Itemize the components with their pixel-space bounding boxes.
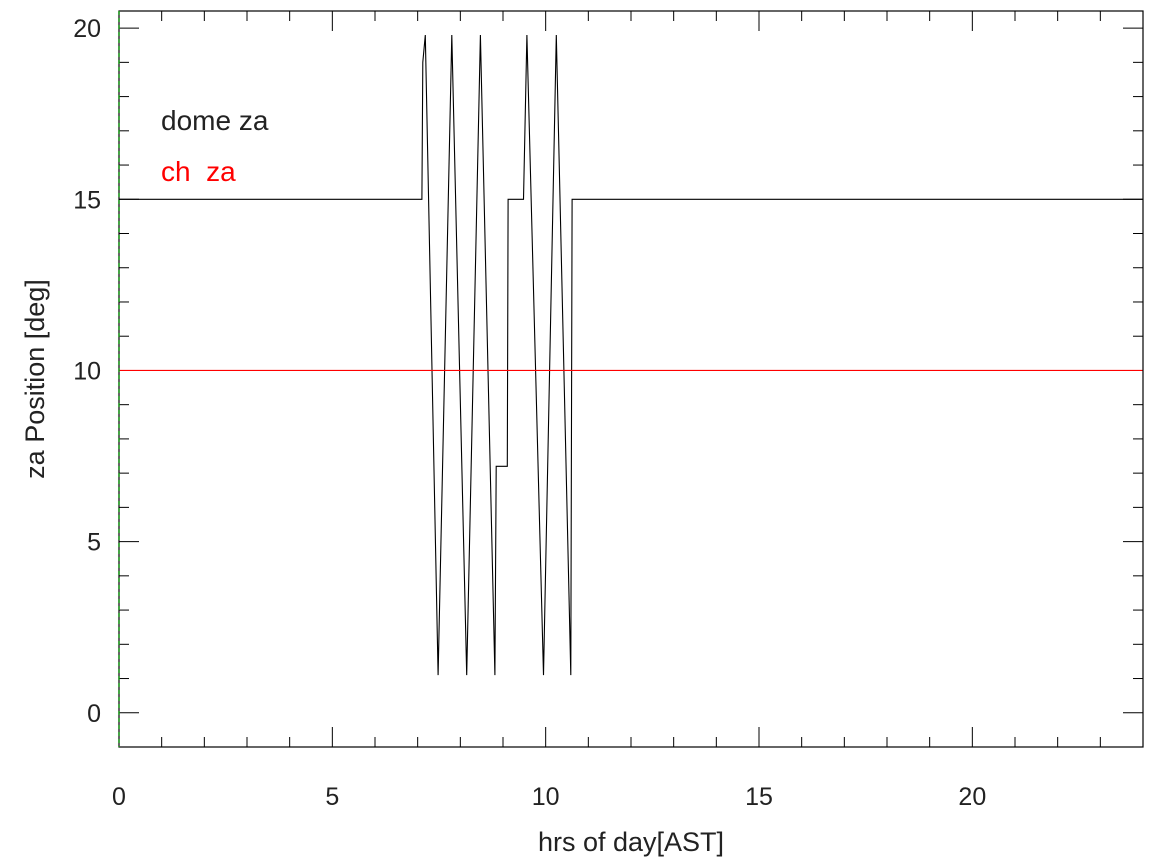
y-tick-label: 10 (73, 357, 101, 385)
x-tick-label: 0 (112, 783, 126, 811)
series-line-dome-za (119, 34, 1143, 676)
plot-frame (118, 10, 1144, 748)
x-tick-label: 10 (532, 783, 560, 811)
y-tick-label: 5 (87, 529, 101, 557)
x-tick-label: 5 (325, 783, 339, 811)
legend-label-ch-za: ch za (161, 156, 236, 187)
major-ticks (118, 11, 1143, 747)
y-tick-label: 0 (87, 700, 101, 728)
y-tick-label: 15 (73, 186, 101, 214)
x-tick-labels: 0 5 10 15 20 (112, 783, 986, 811)
x-tick-label: 20 (958, 783, 986, 811)
legend-label-dome-za: dome za (161, 105, 269, 136)
y-axis-title: za Position [deg] (20, 279, 50, 479)
series-layer (119, 34, 1143, 676)
minor-ticks (119, 11, 1144, 748)
y-tick-label: 20 (73, 15, 101, 43)
x-axis-title: hrs of day[AST] (538, 827, 724, 857)
y-tick-labels: 0 5 10 15 20 (73, 15, 101, 728)
x-tick-label: 15 (745, 783, 773, 811)
